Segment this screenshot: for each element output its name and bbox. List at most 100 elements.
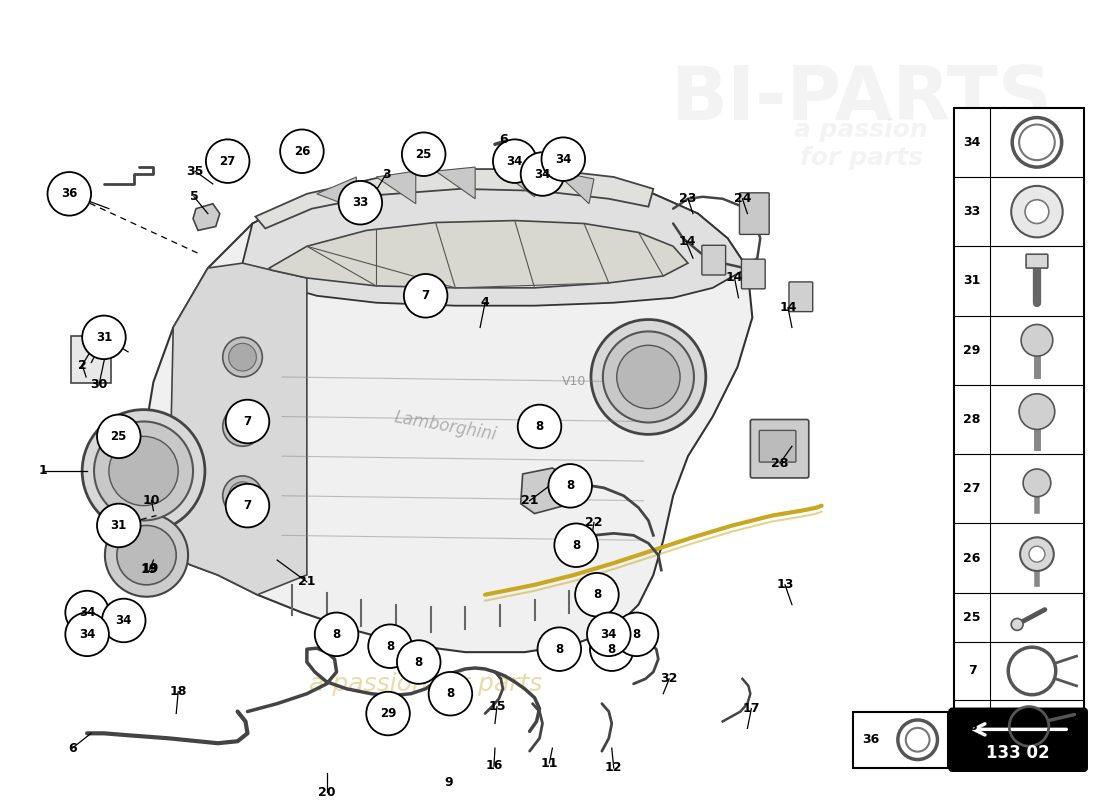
Circle shape [402, 133, 446, 176]
FancyBboxPatch shape [854, 711, 948, 768]
Circle shape [315, 613, 359, 656]
Circle shape [1028, 546, 1045, 562]
FancyBboxPatch shape [750, 419, 808, 478]
Circle shape [82, 410, 205, 532]
Circle shape [1019, 394, 1055, 430]
Circle shape [1021, 325, 1053, 356]
Text: 34: 34 [556, 153, 572, 166]
Text: 34: 34 [116, 614, 132, 627]
Text: 25: 25 [111, 430, 126, 443]
Text: 23: 23 [680, 192, 696, 206]
Text: 26: 26 [964, 552, 981, 565]
Circle shape [97, 504, 141, 547]
Polygon shape [255, 169, 653, 229]
FancyBboxPatch shape [759, 430, 796, 462]
Circle shape [554, 523, 598, 567]
Circle shape [226, 484, 270, 527]
FancyBboxPatch shape [702, 246, 726, 275]
Text: 7: 7 [421, 290, 430, 302]
Text: 8: 8 [572, 538, 581, 552]
Circle shape [587, 613, 630, 656]
Text: 7: 7 [243, 499, 252, 512]
Text: 4: 4 [481, 296, 490, 310]
Circle shape [397, 640, 440, 684]
Text: 31: 31 [964, 274, 981, 287]
Text: 34: 34 [507, 154, 522, 168]
Circle shape [229, 413, 256, 440]
FancyBboxPatch shape [949, 709, 1087, 771]
Circle shape [1011, 186, 1063, 238]
Text: 36: 36 [62, 187, 77, 200]
Text: 22: 22 [585, 516, 603, 529]
Text: Lamborghini: Lamborghini [393, 409, 498, 444]
Circle shape [615, 613, 658, 656]
Circle shape [117, 526, 176, 585]
Text: 35: 35 [186, 165, 204, 178]
Text: 8: 8 [632, 628, 640, 641]
Text: 7: 7 [243, 415, 252, 428]
FancyBboxPatch shape [739, 193, 769, 234]
Polygon shape [270, 221, 688, 288]
Polygon shape [242, 177, 747, 306]
Circle shape [222, 406, 262, 446]
Polygon shape [168, 263, 307, 594]
Circle shape [104, 514, 188, 597]
Text: 8: 8 [332, 628, 341, 641]
Text: 8: 8 [593, 588, 601, 602]
Text: 34: 34 [601, 628, 617, 641]
Circle shape [429, 672, 472, 715]
Text: 25: 25 [416, 148, 432, 161]
Text: 33: 33 [964, 205, 981, 218]
Circle shape [520, 152, 564, 196]
Text: 14: 14 [679, 235, 696, 248]
Text: 21: 21 [521, 494, 538, 507]
Text: 15: 15 [488, 700, 506, 713]
Text: 25: 25 [964, 611, 981, 624]
Circle shape [109, 436, 178, 506]
Circle shape [404, 274, 448, 318]
Text: a passion for parts: a passion for parts [309, 672, 542, 696]
Text: 11: 11 [541, 757, 558, 770]
Text: 3: 3 [382, 167, 390, 181]
Text: 32: 32 [660, 672, 678, 686]
Circle shape [102, 598, 145, 642]
Text: V10: V10 [562, 375, 586, 389]
Circle shape [617, 346, 680, 409]
Text: 8: 8 [607, 642, 616, 656]
Circle shape [518, 405, 561, 448]
Circle shape [366, 692, 410, 735]
Circle shape [1011, 618, 1023, 630]
Text: 10: 10 [143, 494, 161, 507]
Text: 31: 31 [111, 519, 126, 532]
FancyBboxPatch shape [789, 282, 813, 312]
Text: 33: 33 [352, 196, 368, 210]
Polygon shape [436, 167, 475, 198]
Circle shape [1025, 200, 1048, 223]
Circle shape [229, 343, 256, 371]
Text: 29: 29 [379, 707, 396, 720]
Text: 18: 18 [169, 686, 187, 698]
Text: 2: 2 [78, 358, 87, 371]
Text: 7: 7 [968, 665, 977, 678]
Circle shape [65, 590, 109, 634]
Circle shape [1023, 469, 1050, 497]
Text: 1: 1 [39, 465, 47, 478]
Circle shape [97, 414, 141, 458]
Text: 8: 8 [556, 642, 563, 656]
FancyBboxPatch shape [955, 108, 1084, 753]
Polygon shape [192, 204, 220, 230]
Text: 36: 36 [862, 734, 880, 746]
Text: 5: 5 [189, 190, 198, 203]
Text: 8: 8 [968, 720, 977, 733]
Text: 34: 34 [535, 167, 551, 181]
Circle shape [82, 315, 125, 359]
Circle shape [590, 627, 634, 671]
Text: 13: 13 [777, 578, 794, 591]
Circle shape [603, 331, 694, 422]
Text: 9: 9 [444, 776, 453, 790]
Text: 6: 6 [68, 742, 77, 754]
Text: 27: 27 [964, 482, 981, 495]
Text: 12: 12 [605, 762, 623, 774]
Text: BI-PARTS: BI-PARTS [670, 63, 1053, 136]
Text: 20: 20 [318, 786, 336, 799]
